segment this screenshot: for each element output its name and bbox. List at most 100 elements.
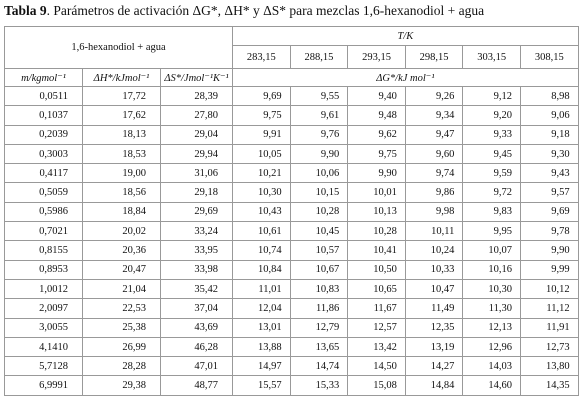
table-cell: 11,12 — [520, 298, 579, 319]
table-row: 0,0511 17,72 28,39 9,69 9,55 9,40 9,26 9,12 8,98 — [4, 85, 579, 107]
table-cell: 3,0055 — [4, 317, 83, 338]
table-cell: 29,38 — [82, 375, 161, 396]
table-cell: 6,9991 — [4, 375, 83, 396]
table-cell: 13,88 — [232, 336, 291, 358]
table-cell: 14,27 — [404, 356, 464, 377]
table-cell: 10,28 — [289, 201, 349, 223]
table-cell: 0,2039 — [4, 124, 83, 145]
table-cell: 27,80 — [159, 105, 234, 126]
table-cell: 15,33 — [289, 375, 349, 396]
table-row: 0,8953 20,47 33,98 10,84 10,67 10,50 10,33 10,1… — [4, 259, 579, 280]
table-row: 6,9991 29,38 48,77 15,57 15,33 15,08 14,84 14,6… — [4, 375, 579, 396]
table-cell: 0,5059 — [4, 182, 83, 203]
title-text: . Parámetros de activación ΔG*, ΔH* y ΔS… — [46, 3, 485, 18]
table-cell: 10,65 — [347, 278, 406, 300]
table-cell: 14,74 — [289, 356, 349, 377]
table-cell: 19,00 — [82, 163, 161, 184]
table-row: 3,0055 25,38 43,69 13,01 12,79 12,57 12,35 12,1… — [4, 317, 579, 338]
table-cell: 9,69 — [232, 85, 291, 107]
table-cell: 10,61 — [232, 221, 291, 242]
table-cell: 9,90 — [289, 143, 349, 165]
table-row: 0,1037 17,62 27,80 9,75 9,61 9,48 9,34 9,20 9,06 — [4, 105, 579, 126]
table-cell: 9,33 — [462, 124, 521, 145]
table-row: 0,7021 20,02 33,24 10,61 10,45 10,28 10,11 9,95… — [4, 221, 579, 242]
table-cell: 9,47 — [404, 124, 464, 145]
table-row: 1,0012 21,04 35,42 11,01 10,83 10,65 10,47 10,3… — [4, 278, 579, 300]
table-cell: 9,90 — [520, 240, 579, 261]
table-cell: 12,57 — [347, 317, 406, 338]
temperature: 288,15 — [289, 45, 349, 69]
table-cell: 11,01 — [232, 278, 291, 300]
table-cell: 35,42 — [159, 278, 234, 300]
group-header: 1,6-hexanodiol + agua — [3, 26, 234, 69]
table-cell: 9,98 — [404, 201, 464, 223]
table-cell: 18,53 — [82, 143, 161, 165]
table-cell: 10,41 — [347, 240, 406, 261]
table-cell: 10,11 — [404, 221, 464, 242]
table-cell: 10,50 — [347, 259, 406, 280]
column-header: ΔG*/kJ mol⁻¹ — [232, 68, 579, 87]
table-title: Tabla 9. Parámetros de activación ΔG*, Δ… — [4, 3, 484, 19]
table-cell: 0,7021 — [4, 221, 83, 242]
table-cell: 22,53 — [82, 298, 161, 319]
table-row: 0,2039 18,13 29,04 9,91 9,76 9,62 9,47 9,33 9,18 — [4, 124, 579, 145]
table-cell: 9,95 — [462, 221, 521, 242]
table-cell: 9,20 — [462, 105, 521, 126]
table-cell: 5,7128 — [4, 356, 83, 377]
table-cell: 0,8953 — [4, 259, 83, 280]
table-cell: 9,99 — [520, 259, 579, 280]
table-cell: 0,0511 — [4, 85, 83, 107]
table-cell: 0,8155 — [4, 240, 83, 261]
table-cell: 13,01 — [232, 317, 291, 338]
temperature: 298,15 — [404, 45, 464, 69]
table-cell: 20,36 — [82, 240, 161, 261]
table-cell: 10,15 — [289, 182, 349, 203]
table-cell: 9,55 — [289, 85, 349, 107]
table-cell: 17,62 — [82, 105, 161, 126]
table-cell: 9,06 — [520, 105, 579, 126]
table-cell: 9,12 — [462, 85, 521, 107]
table-cell: 20,02 — [82, 221, 161, 242]
table-cell: 47,01 — [159, 356, 234, 377]
table-cell: 10,12 — [520, 278, 579, 300]
table-cell: 10,47 — [404, 278, 464, 300]
table-cell: 13,19 — [404, 336, 464, 358]
table-cell: 33,24 — [159, 221, 234, 242]
table-cell: 8,98 — [520, 85, 579, 107]
table-cell: 9,69 — [520, 201, 579, 223]
table-cell: 9,34 — [404, 105, 464, 126]
table-cell: 10,21 — [232, 163, 291, 184]
table-cell: 9,90 — [347, 163, 406, 184]
table-cell: 12,73 — [520, 336, 579, 358]
table-cell: 18,13 — [82, 124, 161, 145]
table-cell: 9,18 — [520, 124, 579, 145]
table-cell: 9,86 — [404, 182, 464, 203]
table-cell: 9,40 — [347, 85, 406, 107]
table-cell: 33,98 — [159, 259, 234, 280]
table-cell: 14,97 — [232, 356, 291, 377]
table-cell: 10,30 — [462, 278, 521, 300]
table-cell: 25,38 — [82, 317, 161, 338]
table-cell: 11,30 — [462, 298, 521, 319]
table-cell: 10,84 — [232, 259, 291, 280]
temperature: 293,15 — [347, 45, 406, 69]
table-cell: 14,60 — [462, 375, 521, 396]
table-cell: 9,60 — [404, 143, 464, 165]
table-row: 4,1410 26,99 46,28 13,88 13,65 13,42 13,19 12,9… — [4, 336, 579, 358]
table-cell: 9,72 — [462, 182, 521, 203]
temperature: 308,15 — [520, 45, 579, 69]
table-cell: 13,80 — [520, 356, 579, 377]
column-header: ΔH*/kJmol⁻¹ — [82, 68, 161, 87]
table-row: 2,0097 22,53 37,04 12,04 11,86 11,67 11,49 11,3… — [4, 298, 579, 319]
table-cell: 46,28 — [159, 336, 234, 358]
table-cell: 10,45 — [289, 221, 349, 242]
table-row: 0,5059 18,56 29,18 10,30 10,15 10,01 9,86 9,72 9… — [4, 182, 579, 203]
table-cell: 13,42 — [347, 336, 406, 358]
table-cell: 11,86 — [289, 298, 349, 319]
table-cell: 1,0012 — [4, 278, 83, 300]
table-cell: 11,67 — [347, 298, 406, 319]
table-cell: 9,48 — [347, 105, 406, 126]
table-cell: 10,01 — [347, 182, 406, 203]
table-cell: 12,35 — [404, 317, 464, 338]
table-cell: 33,95 — [159, 240, 234, 261]
